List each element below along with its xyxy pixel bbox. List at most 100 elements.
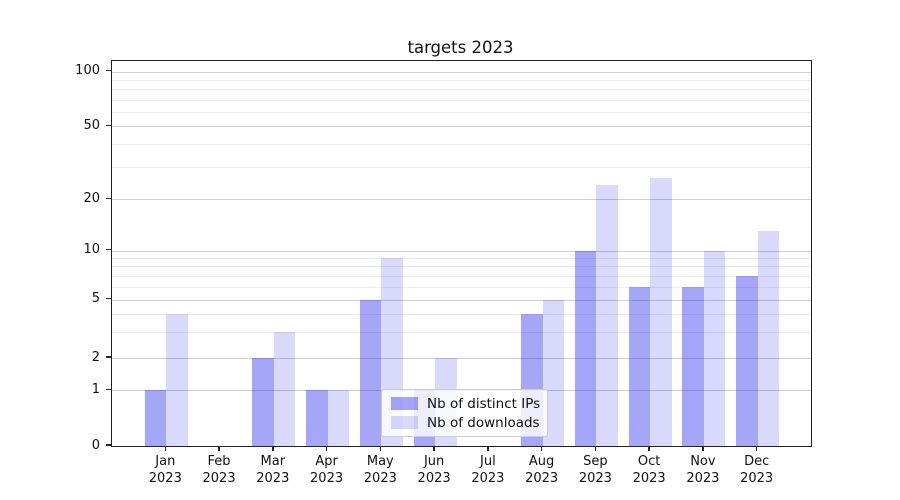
x-axis-year-label: 2023 [525,471,559,486]
gridline-minor [112,99,811,101]
bar-distinct-ips-nov [682,286,704,446]
bar-distinct-ips-mar [252,358,274,446]
x-axis-month-label: Jun [423,454,445,469]
x-axis-tick [218,446,220,451]
gridline-minor [112,332,811,334]
x-axis-month-label: Nov [690,454,716,469]
x-axis-month-label: Sep [583,454,608,469]
y-axis-tick-label: 20 [83,190,100,206]
x-axis-year-label: 2023 [148,471,182,486]
y-axis-tick-label: 10 [83,242,100,257]
y-axis-tick [106,197,111,200]
bar-distinct-ips-apr [306,390,328,446]
y-axis-tick [106,388,111,391]
x-axis-month-label: Jul [480,454,496,469]
bar-downloads-oct [650,178,672,446]
y-axis-tick-label: 100 [75,63,100,79]
x-axis-year-label: 2023 [578,471,612,486]
legend-item-distinct-ips: Nb of distinct IPs [391,396,540,412]
x-axis-tick-label: Jan 2023 [133,453,197,487]
bar-downloads-dec [757,231,780,446]
x-axis-year-label: 2023 [310,471,344,486]
legend-item-downloads: Nb of downloads [391,414,540,431]
bar-downloads-sep [596,184,618,446]
x-axis-tick [594,446,597,451]
x-axis-month-label: May [366,454,394,469]
x-axis-tick-label: Mar 2023 [241,453,305,487]
x-axis-tick-label: Feb 2023 [187,453,251,487]
y-axis-tick [106,356,111,358]
bar-distinct-ips-oct [628,286,651,446]
x-axis-tick [648,446,650,451]
gridline-minor [112,266,811,268]
x-axis-tick [379,446,382,451]
gridline-minor [112,144,811,146]
x-axis-year-label: 2023 [686,471,720,486]
gridline-major [112,199,811,201]
legend-swatch-distinct-ips [391,397,418,410]
plot-area: Nb of distinct IPs Nb of downloads [111,60,812,447]
x-axis-tick-label: Jul 2023 [456,453,520,487]
y-axis-tick [106,69,111,72]
gridline-minor [112,313,811,315]
x-axis-year-label: 2023 [632,471,666,486]
y-axis-tick-label: 0 [91,437,100,453]
bar-downloads-jan [166,313,188,446]
x-axis-year-label: 2023 [417,471,451,486]
x-axis-tick-label: Apr 2023 [295,453,359,487]
bar-downloads-apr [327,390,350,446]
x-axis-month-label: Jan [155,454,176,469]
x-axis-month-label: Oct [637,454,661,469]
x-axis-year-label: 2023 [740,471,774,486]
gridline-minor [112,89,811,91]
gridline-major [112,358,811,359]
gridline-major [112,71,811,73]
x-axis-tick [487,446,489,451]
bar-distinct-ips-sep [574,250,597,446]
x-axis-year-label: 2023 [471,471,505,486]
gridline-minor [112,166,811,168]
gridline-minor [112,257,811,259]
gridline-minor [112,286,811,288]
bar-distinct-ips-dec [736,275,758,446]
x-axis-tick-label: Aug 2023 [510,453,574,487]
bar-distinct-ips-may [359,299,382,446]
gridline-major [112,250,811,252]
x-axis-tick-label: Jun 2023 [402,453,466,487]
x-axis-tick [272,446,274,451]
x-axis-month-label: Dec [744,454,770,469]
x-axis-tick-label: Sep 2023 [563,453,627,487]
y-axis-tick [106,444,111,446]
x-axis-tick [433,446,435,451]
x-axis-year-label: 2023 [256,471,290,486]
x-axis-tick-label: Dec 2023 [725,453,789,487]
y-axis-tick-label: 2 [91,349,100,365]
y-axis-tick-label: 5 [91,291,100,306]
x-axis-month-label: Feb [207,454,231,469]
x-axis-year-label: 2023 [202,471,236,486]
gridline-major [112,126,811,128]
x-axis-month-label: Apr [315,454,338,469]
chart-title: targets 2023 [407,38,514,57]
y-axis-tick-label: 1 [91,381,100,397]
legend-swatch-downloads [391,416,418,429]
bar-downloads-mar [273,332,296,446]
x-axis-tick [702,446,704,451]
x-axis-tick [325,446,328,451]
legend-label: Nb of downloads [427,414,540,431]
y-axis-tick [106,297,111,300]
legend: Nb of distinct IPs Nb of downloads [381,389,548,437]
x-axis-tick [755,446,758,451]
x-axis-month-label: Mar [260,454,286,469]
x-axis-tick [540,446,543,451]
x-axis-month-label: Aug [528,454,555,469]
y-axis-tick [106,248,111,251]
x-axis-tick-label: Nov 2023 [671,453,735,487]
y-axis-tick-label: 50 [83,117,100,133]
bar-downloads-nov [703,250,726,446]
x-axis-year-label: 2023 [363,471,397,486]
gridline-major [112,299,811,301]
y-axis-tick [106,124,111,127]
x-axis-tick [164,446,167,451]
